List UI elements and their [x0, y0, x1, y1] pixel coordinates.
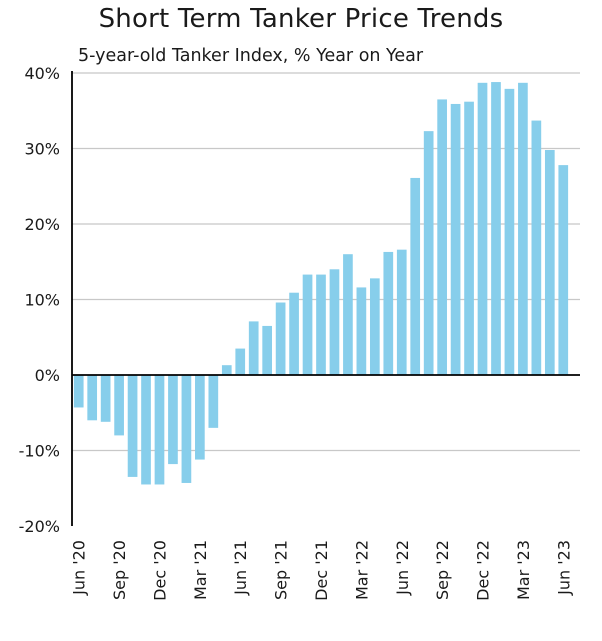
- y-tick-labels: -20% -10% 0% 10% 20% 30% 40%: [19, 64, 60, 536]
- bar: [383, 251, 394, 375]
- x-tick-label: Dec '21: [312, 540, 331, 601]
- bar: [531, 120, 542, 375]
- x-tick-label: Sep '22: [433, 540, 452, 600]
- x-tick-labels: Jun '20 Sep '20 Dec '20 Mar '21 Jun '21 Sep '…: [70, 540, 574, 601]
- bar: [437, 99, 447, 376]
- bar: [356, 287, 367, 375]
- bar: [262, 325, 273, 375]
- x-tick-label: Mar '21: [191, 540, 210, 600]
- bar: [477, 82, 488, 375]
- bar: [87, 375, 98, 421]
- bar: [127, 375, 138, 477]
- y-tick-label: 20%: [24, 215, 60, 234]
- x-tick-label: Dec '20: [150, 540, 169, 601]
- bar: [235, 348, 246, 375]
- bar: [410, 177, 421, 375]
- y-tick-label: 10%: [24, 291, 60, 310]
- x-tick-label: Jun '20: [70, 540, 89, 596]
- bar: [423, 131, 434, 375]
- bar: [275, 302, 286, 375]
- bar: [558, 165, 569, 375]
- bar: [464, 101, 474, 375]
- x-tick-label: Jun '22: [393, 540, 412, 596]
- axes: [71, 71, 580, 526]
- bar: [343, 254, 353, 375]
- y-tick-label: -10%: [19, 442, 60, 461]
- bar: [544, 150, 555, 375]
- x-tick-label: Mar '23: [514, 540, 533, 600]
- bar: [114, 375, 124, 436]
- x-tick-label: Dec '22: [474, 540, 493, 601]
- bar: [221, 365, 232, 375]
- bar: [208, 375, 219, 428]
- x-tick-label: Sep '21: [272, 540, 291, 600]
- bar: [369, 278, 380, 375]
- y-tick-label: -20%: [19, 517, 60, 536]
- bar: [154, 375, 165, 485]
- x-tick-label: Mar '22: [352, 540, 371, 600]
- x-tick-label: Jun '23: [554, 540, 573, 596]
- bar: [491, 82, 501, 375]
- bar: [450, 103, 461, 375]
- x-tick-label: Jun '21: [231, 540, 250, 596]
- bar: [289, 292, 299, 375]
- bar: [100, 375, 111, 422]
- bar: [141, 375, 151, 485]
- bar: [248, 321, 259, 375]
- bar: [73, 375, 84, 408]
- chart-title: Short Term Tanker Price Trends: [98, 4, 504, 34]
- bar: [316, 274, 326, 375]
- bar: [518, 82, 528, 375]
- bar: [195, 375, 205, 460]
- bar: [329, 269, 340, 375]
- bar: [396, 249, 407, 375]
- bar-series: [73, 82, 569, 485]
- bar: [504, 88, 515, 375]
- y-tick-label: 30%: [24, 140, 60, 159]
- bar: [168, 375, 178, 465]
- y-tick-label: 40%: [24, 64, 60, 83]
- bar: [302, 274, 313, 375]
- y-tick-label: 0%: [35, 366, 60, 385]
- chart-subtitle: 5-year-old Tanker Index, % Year on Year: [78, 46, 424, 66]
- x-tick-label: Sep '20: [110, 540, 129, 600]
- bar: [181, 375, 192, 483]
